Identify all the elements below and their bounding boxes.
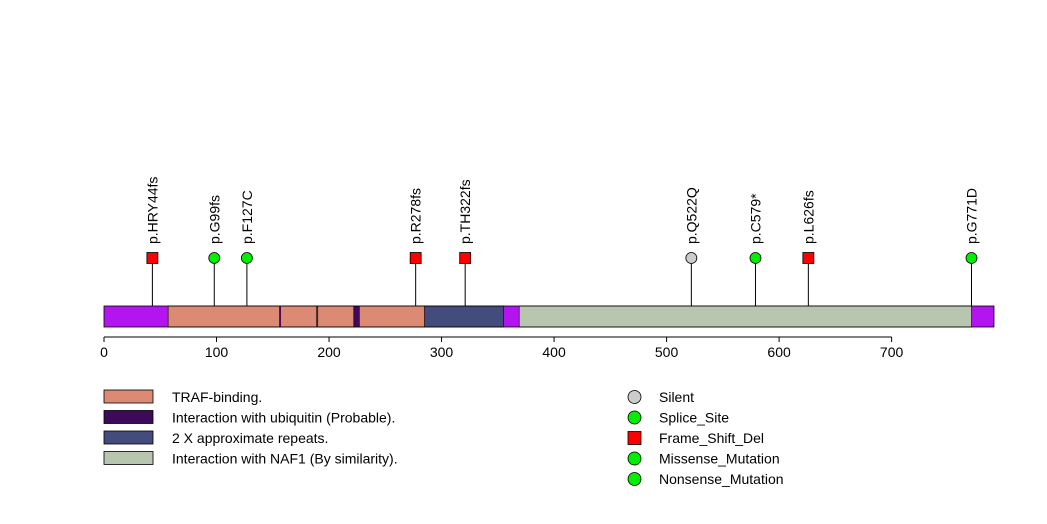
domain-legend-swatch	[103, 430, 154, 445]
mutation-marker-square	[802, 252, 815, 264]
axis-tick-label: 600	[767, 344, 791, 360]
mutation-label: p.R278fs	[408, 188, 424, 244]
domain-segment	[518, 305, 972, 328]
mutation-marker-circle	[240, 252, 253, 264]
mutation-label: p.C579*	[747, 193, 763, 244]
mutation-legend-marker	[627, 472, 642, 486]
mutation-marker-square	[409, 252, 422, 264]
domain-legend-swatch	[103, 451, 154, 465]
mutation-legend-marker	[627, 390, 642, 404]
domain-segment	[353, 305, 359, 328]
axis-tick-label: 200	[317, 344, 341, 360]
mutation-legend-marker	[627, 431, 642, 445]
protein-outline	[103, 305, 995, 328]
domain-legend-label: 2 X approximate repeats.	[172, 430, 328, 446]
protein-track	[103, 305, 995, 328]
domain-segment	[280, 305, 317, 328]
domain-legend: TRAF-binding. Interaction with ubiquitin …	[103, 389, 398, 467]
mutation-legend-label: Frame_Shift_Del	[659, 430, 764, 446]
mutation-label: p.G771D	[963, 188, 979, 244]
axis-tick-label: 700	[880, 344, 904, 360]
mutation-label: p.G99fs	[206, 195, 222, 244]
mutation-legend-label: Missense_Mutation	[659, 451, 780, 467]
mutation-type-legend: Silent Splice_Site Frame_Shift_Del Missense…	[627, 389, 784, 487]
domain-segment	[424, 305, 504, 328]
mutation-marker-circle	[749, 252, 762, 264]
mutation-marker-square	[459, 252, 472, 264]
mutation-label: p.Q522Q	[683, 187, 699, 244]
domain-segment	[359, 305, 425, 328]
axis-tick-label: 500	[655, 344, 679, 360]
mutation-label: p.L626fs	[800, 190, 816, 244]
mutation-legend-marker	[627, 410, 642, 425]
mutation-label: p.HRY44fs	[144, 177, 160, 244]
domain-legend-swatch	[103, 410, 154, 424]
mutation-marker-square	[146, 252, 159, 264]
mutation-marker-circle	[965, 252, 978, 264]
domain-segment	[317, 305, 355, 328]
axis-tick-label: 400	[542, 344, 566, 360]
axis-tick-label: 0	[100, 344, 108, 360]
domain-legend-label: Interaction with ubiquitin (Probable).	[172, 410, 395, 426]
mutation-legend-label: Nonsense_Mutation	[659, 471, 784, 487]
domain-legend-label: TRAF-binding.	[172, 389, 262, 405]
mutation-label: p.F127C	[239, 190, 255, 244]
mutation-lollipops: p.HRY44fs p.G99fs p.F127C p.R278fs p.TH322fs…	[144, 177, 979, 306]
domain-legend-label: Interaction with NAF1 (By similarity).	[172, 451, 398, 467]
axis-tick-label: 100	[205, 344, 229, 360]
mutation-marker-circle	[685, 252, 698, 264]
mutation-legend-marker	[627, 451, 642, 466]
x-axis: 0 100 200 300 400 500 600 700	[100, 336, 904, 360]
axis-tick-label: 300	[430, 344, 454, 360]
mutation-label: p.TH322fs	[457, 179, 473, 244]
mutation-legend-label: Splice_Site	[659, 410, 729, 426]
domain-legend-swatch	[103, 389, 154, 404]
mutation-legend-label: Silent	[659, 389, 694, 405]
domain-segment	[167, 305, 280, 328]
mutation-marker-circle	[208, 252, 221, 264]
